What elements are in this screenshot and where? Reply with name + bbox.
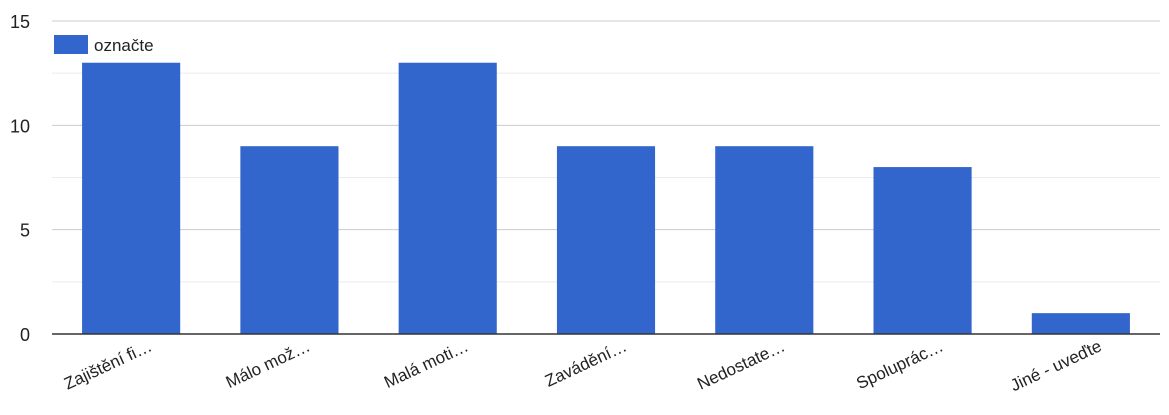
y-axis-ticks: 0 5 10 15 [10,12,30,345]
bar [874,167,972,334]
x-tick-label: Malá moti… [381,336,471,392]
bar [715,146,813,334]
bar [557,146,655,334]
x-tick-label: Nedostate… [694,336,788,393]
y-tick-label: 5 [20,221,30,241]
legend: označte [54,35,154,55]
y-tick-label: 10 [10,116,30,136]
bars [82,63,1130,334]
y-tick-label: 0 [20,325,30,345]
x-tick-label: Jiné - uveďte [1007,336,1104,395]
x-tick-label: Zavádění… [542,336,630,390]
x-tick-label: Zajištění fi… [61,336,155,393]
bar [1032,313,1130,334]
x-tick-label: Spoluprác… [853,336,946,393]
x-axis-labels: Zajištění fi… Málo mož… Malá moti… Zavádění… [61,336,1104,395]
bar [240,146,338,334]
legend-label: označte [94,36,154,55]
y-tick-label: 15 [10,12,30,32]
bar [82,63,180,334]
legend-swatch [54,35,88,54]
x-tick-label: Málo mož… [223,336,313,392]
bar [399,63,497,334]
